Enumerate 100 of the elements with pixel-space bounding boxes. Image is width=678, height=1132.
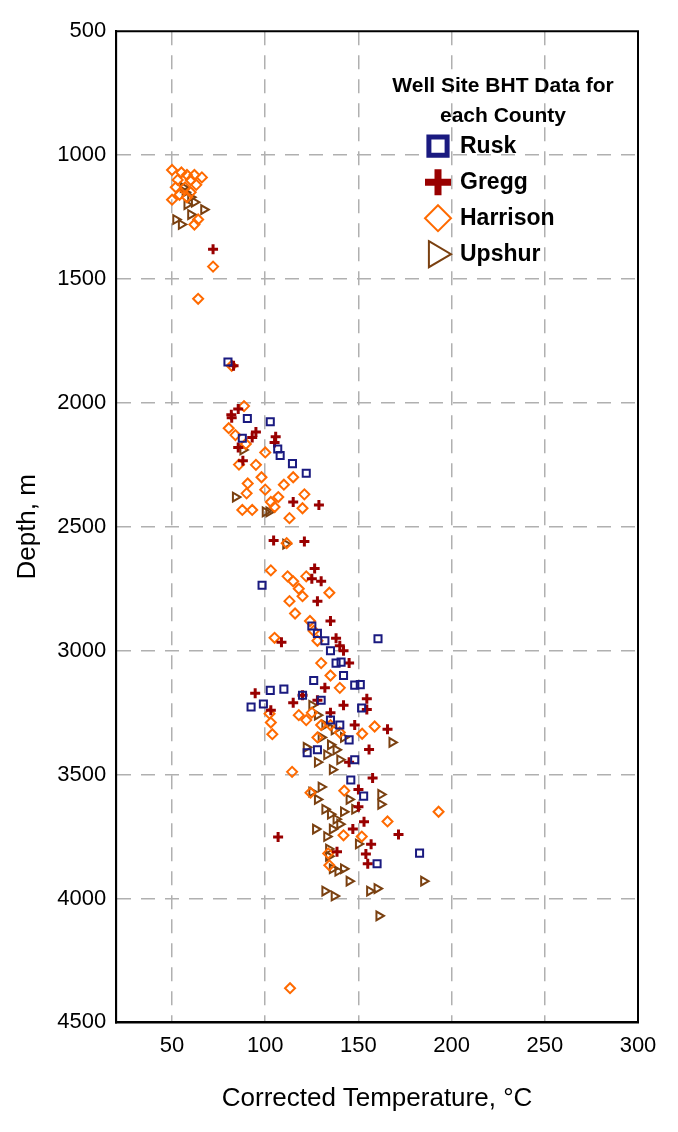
point <box>317 781 328 793</box>
point <box>331 658 341 668</box>
point <box>320 636 330 646</box>
point <box>328 863 339 875</box>
point <box>323 749 333 761</box>
point <box>325 715 336 725</box>
point <box>312 745 322 755</box>
x-tick-label: 50 <box>159 1031 185 1057</box>
x-tick-label: 300 <box>619 1031 657 1057</box>
point <box>310 594 324 608</box>
point <box>312 823 322 835</box>
point <box>373 883 384 894</box>
point <box>265 685 275 695</box>
point <box>206 242 220 256</box>
point <box>242 413 252 424</box>
point <box>239 444 249 456</box>
point <box>346 775 356 785</box>
point <box>415 848 425 858</box>
point <box>336 818 346 830</box>
point <box>248 686 262 700</box>
point <box>279 684 289 694</box>
x-axis-title: Corrected Temperature, °C <box>221 1081 533 1112</box>
point <box>360 692 374 706</box>
point <box>372 859 382 869</box>
legend-label: Harrison <box>460 203 555 230</box>
point <box>375 910 385 922</box>
y-tick-label: 2000 <box>57 388 107 414</box>
point <box>357 703 367 713</box>
point <box>246 702 256 712</box>
point <box>340 732 350 743</box>
point <box>336 754 346 766</box>
point <box>273 444 283 454</box>
point <box>231 441 245 454</box>
point <box>267 533 281 547</box>
point <box>328 823 339 835</box>
point <box>325 851 335 862</box>
point <box>321 803 331 815</box>
point <box>313 794 324 805</box>
point <box>330 890 341 902</box>
point <box>274 635 288 649</box>
point <box>305 572 319 586</box>
point <box>321 885 331 897</box>
point <box>237 433 247 443</box>
point <box>332 744 343 756</box>
point <box>326 808 337 820</box>
legend-title: Well Site BHT Data for each County <box>392 73 614 126</box>
point <box>258 699 268 709</box>
point <box>388 737 398 748</box>
point <box>359 791 369 801</box>
point <box>330 724 341 736</box>
point <box>323 831 333 842</box>
point <box>355 680 365 690</box>
point <box>348 718 362 732</box>
y-tick-label: 4500 <box>57 1008 107 1034</box>
point <box>340 806 350 818</box>
y-axis-title: Depth, m <box>10 474 41 580</box>
point <box>364 837 378 851</box>
point <box>330 845 344 859</box>
point <box>301 468 311 478</box>
point <box>308 699 318 711</box>
y-tick-label: 3000 <box>57 636 107 662</box>
x-tick-label: 100 <box>246 1031 284 1057</box>
legend-label: Rusk <box>460 131 517 158</box>
point <box>334 865 344 877</box>
point <box>245 431 259 445</box>
point <box>172 214 182 225</box>
point <box>236 454 250 468</box>
point <box>314 574 328 588</box>
point <box>183 199 193 210</box>
y-tick-label: 1500 <box>57 265 107 291</box>
point <box>286 495 300 509</box>
point <box>420 875 430 887</box>
point <box>264 703 278 717</box>
point <box>351 782 365 796</box>
point <box>351 803 361 815</box>
point <box>336 657 346 667</box>
point <box>261 506 272 518</box>
y-tick-label: 500 <box>69 17 107 43</box>
point <box>317 732 328 743</box>
point <box>190 196 201 208</box>
point <box>381 722 395 736</box>
point <box>287 459 297 469</box>
point <box>231 402 245 416</box>
point <box>361 857 375 871</box>
point <box>275 450 285 460</box>
point <box>200 204 210 215</box>
point <box>271 830 285 844</box>
legend-label: Upshur <box>460 239 541 266</box>
point <box>231 491 242 503</box>
y-tick-label: 2500 <box>57 512 107 538</box>
y-tick-label: 4000 <box>57 884 107 910</box>
point <box>313 709 324 721</box>
point <box>307 621 317 631</box>
point <box>373 634 383 644</box>
point <box>326 739 337 751</box>
point <box>325 843 335 855</box>
point <box>345 794 356 805</box>
point <box>335 720 345 730</box>
point <box>357 815 371 829</box>
x-tick-label: 150 <box>340 1031 377 1057</box>
